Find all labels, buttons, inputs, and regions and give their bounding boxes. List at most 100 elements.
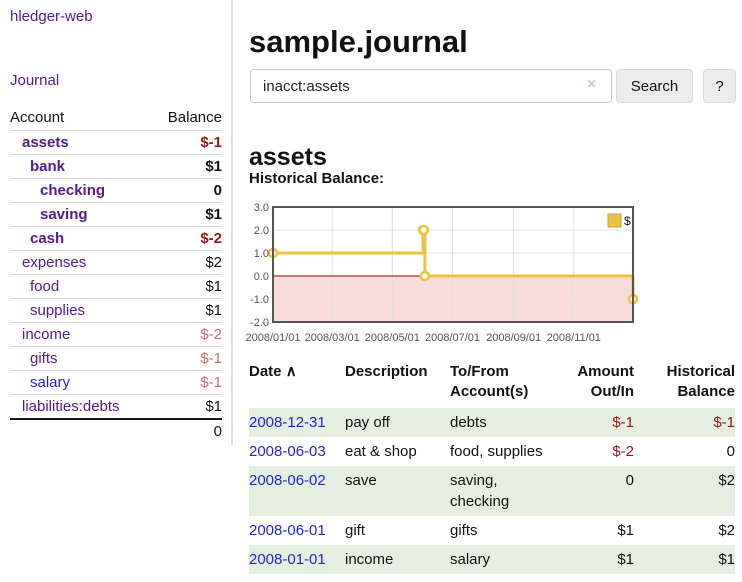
accounts-total-value: 0 (151, 418, 222, 443)
account-row: cash $-2 (10, 226, 222, 251)
accounts-col-account: Account (10, 109, 65, 126)
y-tick-label: 1.0 (254, 248, 269, 260)
x-tick-label: 2008/01/01 (245, 332, 300, 344)
transaction-date-link[interactable]: 2008-06-01 (249, 522, 326, 539)
page-title: sample.journal (249, 23, 468, 59)
account-row: food $1 (10, 274, 222, 299)
transaction-row: 2008-06-03 eat & shop food, supplies $-2 0 (249, 437, 735, 466)
transaction-date-cell: 2008-01-01 (249, 545, 345, 574)
transaction-balance: 0 (726, 443, 735, 460)
account-name-cell: saving (10, 202, 152, 227)
x-tick-label: 2008/07/01 (425, 332, 480, 344)
transaction-description: income (345, 545, 450, 574)
legend-swatch (607, 213, 622, 228)
sort-asc-icon[interactable]: ∧ (285, 363, 297, 380)
chart-border (272, 206, 634, 323)
search-form: × Search ? (250, 69, 736, 103)
transactions-col-date[interactable]: Date ∧ (249, 362, 345, 408)
column-label: Date ∧ (249, 363, 297, 380)
y-tick-label: -1.0 (250, 294, 269, 306)
column-label: Amount (577, 363, 634, 380)
sidebar-account-link[interactable]: assets (22, 134, 69, 151)
column-label-line2: Out/In (590, 383, 634, 400)
account-name-cell: assets (10, 130, 152, 155)
account-name-cell: liabilities:debts (10, 394, 152, 419)
transaction-accounts: salary (450, 545, 552, 574)
sidebar-account-link[interactable]: liabilities:debts (22, 398, 120, 415)
transaction-description: pay off (345, 408, 450, 437)
help-button[interactable]: ? (703, 69, 736, 103)
sidebar-account-link[interactable]: income (22, 326, 71, 343)
y-tick-label: 2.0 (254, 225, 269, 237)
account-row: checking 0 (10, 178, 222, 203)
transaction-amount: $-1 (552, 408, 634, 437)
transaction-row: 2008-06-01 gift gifts $1 $2 (249, 516, 735, 545)
transaction-date-link[interactable]: 2008-01-01 (249, 551, 326, 568)
chart-title: Historical Balance: (249, 170, 385, 187)
sidebar-account-link[interactable]: salary (30, 374, 71, 391)
transaction-description: gift (345, 522, 366, 539)
account-name-cell: salary (10, 370, 152, 395)
sidebar-account-link[interactable]: gifts (30, 350, 58, 367)
account-heading: assets (249, 142, 327, 171)
accounts-total-row: 0 (10, 418, 222, 443)
transaction-date-cell: 2008-06-01 (249, 516, 345, 545)
account-balance: $-1 (151, 370, 222, 395)
sidebar-account-link[interactable]: cash (30, 230, 65, 247)
transaction-description: save (345, 466, 450, 516)
transaction-date-link[interactable]: 2008-12-31 (249, 414, 326, 431)
transaction-row: 2008-12-31 pay off debts $-1 $-1 (249, 408, 735, 437)
sidebar: hledger-web Journal Account Balance asse… (0, 0, 233, 445)
transactions-col-amount: Amount Out/In (552, 362, 634, 408)
transaction-date-link[interactable]: 2008-06-02 (249, 472, 326, 489)
y-tick-label: 3.0 (254, 202, 269, 214)
account-row: liabilities:debts $1 (10, 394, 222, 419)
transaction-date-cell: 2008-06-02 (249, 466, 345, 516)
account-row: salary $-1 (10, 370, 222, 395)
account-name-cell: checking (10, 178, 152, 203)
account-balance: $1 (151, 274, 222, 299)
transaction-date-cell: 2008-06-03 (249, 437, 345, 466)
sidebar-item-journal[interactable]: Journal (10, 72, 60, 89)
transactions-col-description: Description (345, 362, 450, 408)
historical-balance-chart: $3.0 2.0 1.0 0.0 -1.0 -2.0 2008/01/01 2008/03/0… (243, 202, 703, 350)
account-balance: $-1 (151, 346, 222, 371)
transaction-row: 2008-01-01 income salary $1 $1 (249, 545, 735, 574)
transaction-date-link[interactable]: 2008-06-03 (249, 443, 326, 460)
transactions-col-to-from: To/From Account(s) (450, 362, 552, 408)
data-point-marker (418, 224, 430, 236)
column-label: Description (345, 363, 428, 380)
transaction-description: eat & shop (345, 443, 417, 460)
sidebar-account-link[interactable]: checking (40, 182, 106, 199)
sidebar-account-link[interactable]: saving (40, 206, 88, 223)
sidebar-account-link[interactable]: expenses (22, 254, 87, 271)
account-balance: $1 (151, 394, 222, 419)
accounts-total-spacer (10, 418, 152, 443)
transaction-amount: $1 (617, 522, 634, 539)
account-balance: $-1 (151, 130, 222, 155)
account-name-cell: gifts (10, 346, 152, 371)
chart-canvas: $3.0 2.0 1.0 0.0 -1.0 -2.0 2008/01/01 2008/03/0… (245, 202, 639, 344)
column-label: Historical (666, 363, 735, 380)
search-input[interactable] (250, 69, 612, 103)
x-tick-label: 2008/03/01 (305, 332, 360, 344)
clear-search-icon[interactable]: × (587, 76, 597, 93)
account-balance: $1 (151, 202, 222, 227)
transaction-accounts: saving, checking (450, 466, 552, 516)
accounts-table: Account Balance assets $-1 bank $1 checking 0… (10, 106, 222, 443)
x-tick-label: 2008/11/01 (547, 332, 601, 344)
transaction-accounts: debts (450, 408, 552, 437)
sidebar-account-link[interactable]: supplies (30, 302, 86, 319)
search-button[interactable]: Search (616, 69, 693, 103)
transaction-accounts: food, supplies (450, 443, 543, 460)
transaction-accounts: gifts (450, 522, 478, 539)
account-balance: 0 (151, 178, 222, 203)
y-tick-label: 0.0 (254, 271, 269, 283)
transactions-header-row: Date ∧ Description To/From Account(s) Amount… (249, 362, 735, 408)
account-balance: $2 (151, 250, 222, 275)
app-brand-link[interactable]: hledger-web (10, 8, 93, 25)
sidebar-account-link[interactable]: bank (30, 158, 66, 175)
data-point-marker (419, 270, 431, 282)
accounts-header-row: Account Balance (10, 106, 222, 131)
sidebar-account-link[interactable]: food (30, 278, 60, 295)
